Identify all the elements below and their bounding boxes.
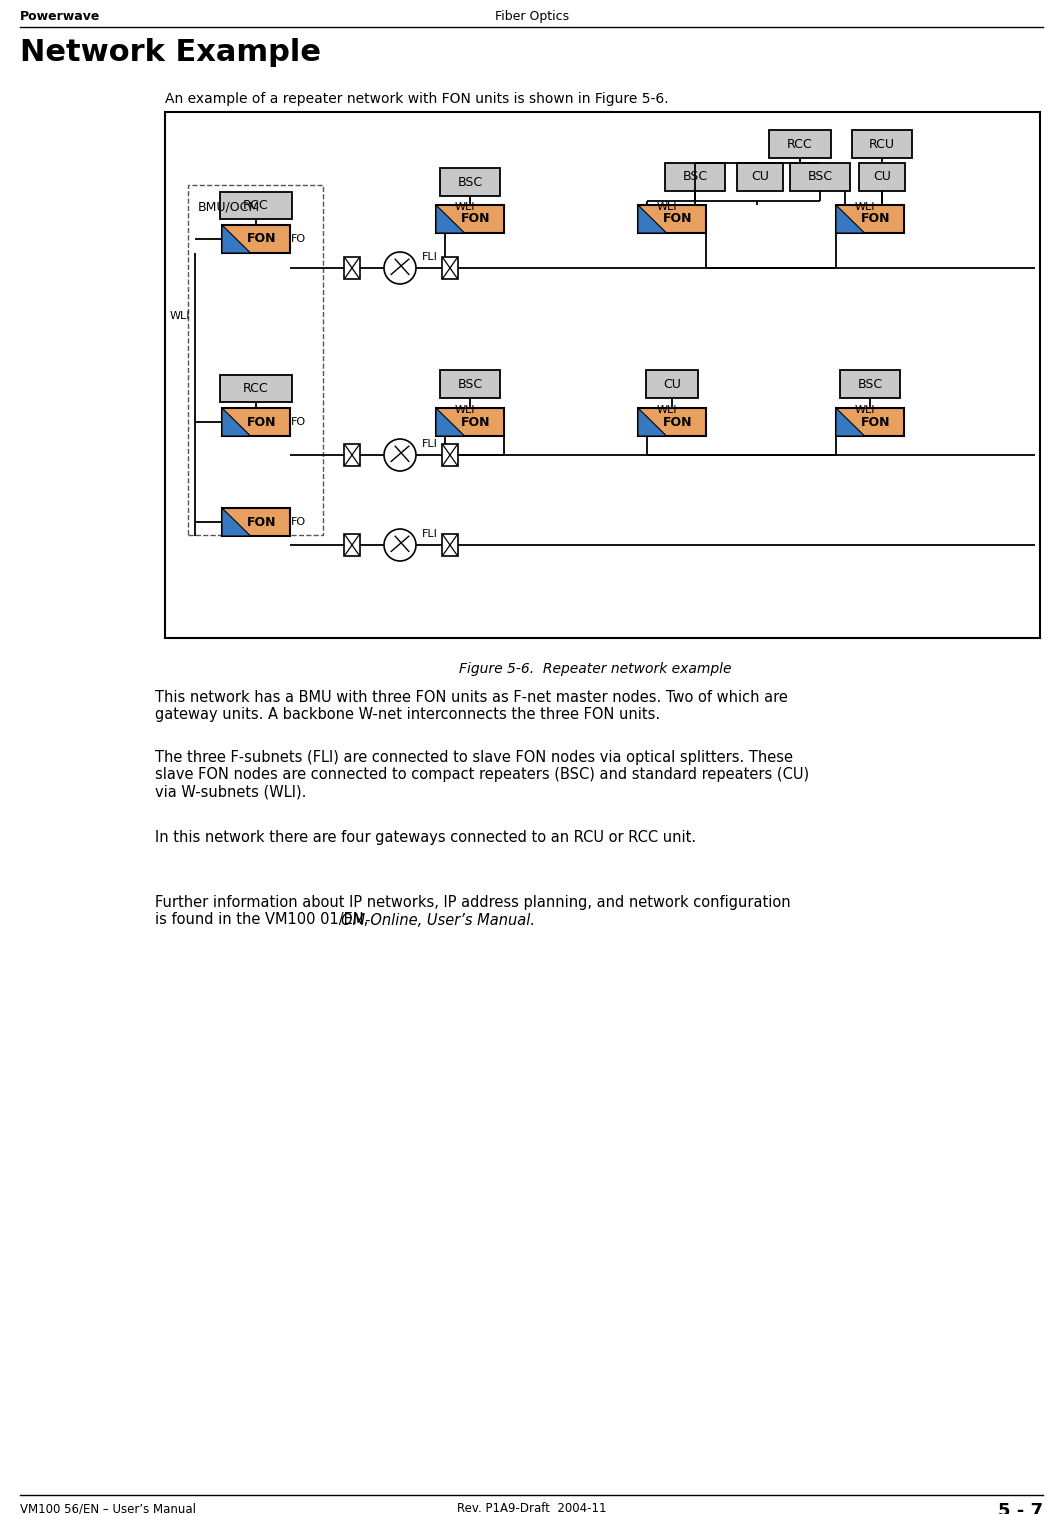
- Bar: [440, 369, 500, 398]
- Polygon shape: [836, 407, 864, 436]
- Polygon shape: [222, 407, 251, 436]
- Text: WLI: WLI: [855, 406, 875, 415]
- Bar: [222, 407, 290, 436]
- Text: FO: FO: [291, 235, 306, 244]
- Bar: [665, 164, 725, 191]
- Bar: [638, 407, 706, 436]
- Text: BSC: BSC: [457, 176, 483, 189]
- Text: RCC: RCC: [243, 198, 269, 212]
- Polygon shape: [436, 407, 465, 436]
- Text: FON: FON: [662, 212, 692, 226]
- Text: VM100 56/EN – User’s Manual: VM100 56/EN – User’s Manual: [20, 1502, 196, 1514]
- Text: WLI: WLI: [657, 406, 677, 415]
- Bar: [790, 164, 850, 191]
- Bar: [769, 130, 831, 157]
- Text: RCC: RCC: [243, 382, 269, 395]
- Text: FON: FON: [460, 212, 490, 226]
- Text: Rev. P1A9-Draft  2004-11: Rev. P1A9-Draft 2004-11: [457, 1502, 607, 1514]
- Text: WLI: WLI: [455, 406, 475, 415]
- Bar: [638, 204, 706, 233]
- Bar: [222, 226, 290, 253]
- Text: The three F-subnets (FLI) are connected to slave FON nodes via optical splitters: The three F-subnets (FLI) are connected …: [155, 749, 809, 799]
- Text: BSC: BSC: [808, 171, 832, 183]
- Text: FLI: FLI: [422, 251, 438, 262]
- Bar: [853, 130, 912, 157]
- Text: Network Example: Network Example: [20, 38, 321, 67]
- Text: FLI: FLI: [422, 528, 438, 539]
- Text: Further information about IP networks, IP address planning, and network configur: Further information about IP networks, I…: [155, 895, 791, 928]
- Text: FON: FON: [861, 415, 890, 428]
- Polygon shape: [836, 204, 864, 233]
- Text: Powerwave: Powerwave: [20, 11, 100, 23]
- Bar: [188, 185, 323, 534]
- Text: An example of a repeater network with FON units is shown in Figure 5-6.: An example of a repeater network with FO…: [165, 92, 669, 106]
- Bar: [442, 444, 458, 466]
- Text: WLI: WLI: [169, 310, 190, 321]
- Text: BMU/OCM: BMU/OCM: [198, 201, 260, 213]
- Polygon shape: [436, 204, 465, 233]
- Text: Fiber Optics: Fiber Optics: [495, 11, 569, 23]
- Bar: [836, 204, 904, 233]
- Bar: [840, 369, 900, 398]
- Circle shape: [384, 439, 416, 471]
- Text: Figure 5-6.  Repeater network example: Figure 5-6. Repeater network example: [459, 662, 731, 675]
- Bar: [859, 164, 905, 191]
- Text: WLI: WLI: [657, 201, 677, 212]
- Text: OM-Online, User’s Manual.: OM-Online, User’s Manual.: [341, 913, 535, 928]
- Text: FO: FO: [291, 516, 306, 527]
- Bar: [344, 444, 360, 466]
- Bar: [344, 534, 360, 556]
- Bar: [646, 369, 698, 398]
- Text: FO: FO: [291, 416, 306, 427]
- Text: FON: FON: [247, 233, 276, 245]
- Text: 5 - 7: 5 - 7: [998, 1502, 1043, 1514]
- Polygon shape: [222, 226, 251, 253]
- Text: FON: FON: [460, 415, 490, 428]
- Bar: [222, 509, 290, 536]
- Text: FLI: FLI: [422, 439, 438, 450]
- Bar: [737, 164, 783, 191]
- Text: RCC: RCC: [788, 138, 813, 150]
- Text: This network has a BMU with three FON units as F-net master nodes. Two of which : This network has a BMU with three FON un…: [155, 690, 788, 722]
- Bar: [436, 204, 504, 233]
- Text: CU: CU: [663, 377, 681, 391]
- Bar: [836, 407, 904, 436]
- Bar: [436, 407, 504, 436]
- Bar: [442, 534, 458, 556]
- Text: FON: FON: [662, 415, 692, 428]
- Text: BSC: BSC: [858, 377, 882, 391]
- Polygon shape: [222, 509, 251, 536]
- Bar: [220, 192, 292, 220]
- Text: BSC: BSC: [682, 171, 708, 183]
- Text: BSC: BSC: [457, 377, 483, 391]
- Bar: [442, 257, 458, 279]
- Text: CU: CU: [752, 171, 769, 183]
- Text: FON: FON: [861, 212, 890, 226]
- Text: RCU: RCU: [868, 138, 895, 150]
- Polygon shape: [638, 407, 667, 436]
- Text: FON: FON: [247, 415, 276, 428]
- Text: FON: FON: [247, 515, 276, 528]
- Circle shape: [384, 528, 416, 562]
- Bar: [344, 257, 360, 279]
- Text: WLI: WLI: [455, 201, 475, 212]
- Bar: [165, 112, 1040, 637]
- Circle shape: [384, 251, 416, 285]
- Bar: [220, 375, 292, 403]
- Text: WLI: WLI: [855, 201, 875, 212]
- Polygon shape: [638, 204, 667, 233]
- Text: CU: CU: [873, 171, 891, 183]
- Text: In this network there are four gateways connected to an RCU or RCC unit.: In this network there are four gateways …: [155, 830, 696, 845]
- Bar: [440, 168, 500, 195]
